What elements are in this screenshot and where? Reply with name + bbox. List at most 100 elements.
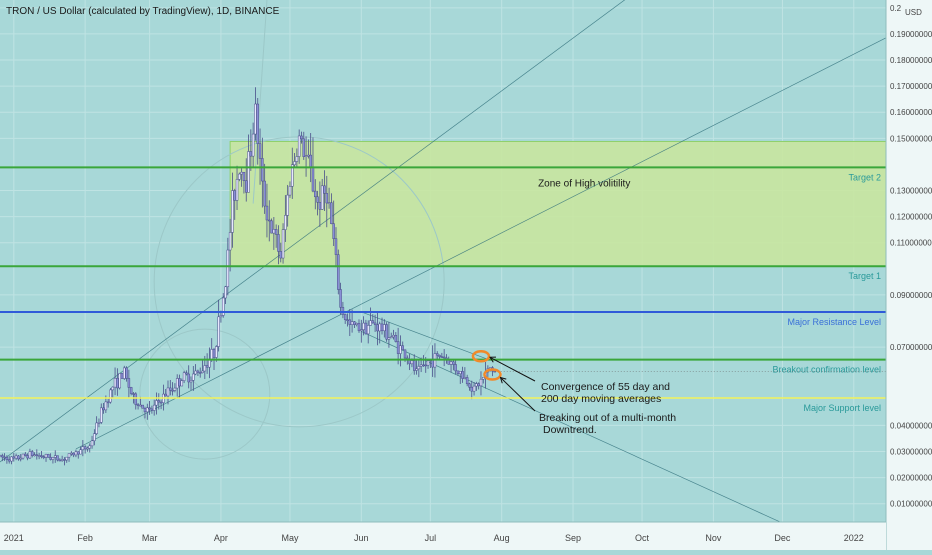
candle-body [205, 365, 209, 368]
candle-body [150, 408, 154, 411]
candle-body [360, 329, 363, 332]
candle-body [212, 349, 216, 358]
candle-body [348, 319, 352, 325]
candle-body [343, 314, 347, 321]
candle-body [215, 346, 218, 358]
y-tick-label: 0.15000000 [890, 134, 932, 143]
candle-body [364, 322, 368, 335]
y-tick-label: 0.17000000 [890, 82, 932, 91]
candle-body [81, 446, 85, 451]
candle-body [24, 453, 27, 456]
x-tick-label: May [281, 533, 299, 543]
candle-body [373, 322, 377, 326]
candle-body [12, 456, 16, 459]
y-tick-label: 0.16000000 [890, 108, 932, 117]
candle-body [300, 135, 303, 140]
candle-body [111, 386, 115, 391]
candle-body [438, 354, 441, 357]
candle-body [201, 370, 204, 373]
annotation-text: Convergence of 55 day and 200 day moving … [541, 381, 670, 405]
candle-body [26, 455, 29, 459]
y-tick-label: 0.18000000 [890, 56, 932, 65]
annotation-layer: Convergence of 55 day and 200 day moving … [471, 350, 676, 436]
decor-circle [139, 328, 271, 460]
candle-body [143, 408, 147, 413]
candle-body [106, 401, 110, 404]
candle-body [118, 373, 121, 389]
level-name: Target 1 [848, 271, 881, 281]
y-axis-panel [886, 0, 932, 550]
arrow-head [489, 356, 496, 363]
candle-body [210, 349, 213, 360]
candle-body [30, 451, 34, 456]
candle-body [410, 360, 414, 365]
candle-body [102, 407, 105, 411]
candle-body [415, 368, 418, 371]
candle-body [284, 215, 287, 230]
candle-body [330, 202, 333, 224]
candle-body [463, 377, 467, 379]
level-name: Major Support level [803, 403, 881, 413]
x-axis-panel [0, 522, 886, 550]
candle-body [482, 377, 485, 380]
candle-body [454, 364, 457, 372]
candle-body [113, 377, 117, 388]
candle-body [419, 364, 423, 367]
candle-body [125, 367, 128, 379]
y-tick-label: 0.04000000 [890, 421, 932, 430]
candle-body [309, 154, 312, 168]
candle-body [378, 323, 381, 332]
annotation-text: Breaking out of a multi-month Downtrend. [539, 412, 676, 436]
candle-body [240, 171, 243, 175]
candle-body [325, 193, 329, 204]
candle-body [353, 321, 356, 325]
candle-body [327, 202, 331, 204]
candle-body [169, 387, 172, 391]
candle-body [279, 251, 283, 259]
candle-body [461, 371, 464, 379]
candle-body [424, 364, 427, 367]
candle-body [180, 380, 184, 387]
candle-body [304, 155, 308, 157]
candle-body [277, 234, 280, 252]
candle-body [470, 386, 474, 392]
candle-body [141, 404, 144, 409]
candle-body [159, 401, 163, 404]
candle-body [19, 457, 22, 460]
level-name: Major Resistance Level [787, 317, 881, 327]
candle-body [385, 324, 388, 340]
candles-layer [0, 87, 497, 466]
candle-body [189, 380, 193, 383]
candle-body [58, 459, 62, 462]
x-tick-label: Apr [214, 533, 228, 543]
x-tick-label: Dec [774, 533, 791, 543]
candle-body [318, 202, 322, 210]
candle-body [148, 407, 151, 410]
candle-body [3, 456, 6, 459]
zone-layer: Zone of High volitility [229, 140, 887, 267]
candle-body [129, 387, 133, 394]
candle-body [83, 446, 87, 450]
y-tick-label: 0.2 [890, 4, 902, 13]
candle-body [426, 360, 430, 366]
candle-body [238, 173, 241, 180]
candle-body [442, 356, 446, 359]
y-tick-label: 0.01000000 [890, 500, 932, 509]
candle-body [475, 383, 478, 387]
candle-body [291, 164, 294, 187]
candle-body [288, 186, 292, 196]
candle-body [346, 319, 349, 322]
y-tick-label: 0.19000000 [890, 30, 932, 39]
candle-body [449, 361, 453, 365]
candle-body [265, 205, 269, 221]
highlight-ellipse [471, 350, 491, 363]
candle-body [251, 133, 255, 157]
candle-body [127, 378, 131, 388]
candle-body [120, 373, 124, 379]
candle-body [435, 353, 439, 356]
candle-body [109, 389, 112, 403]
zone-label: Zone of High volitility [538, 179, 630, 190]
candle-body [88, 445, 92, 449]
